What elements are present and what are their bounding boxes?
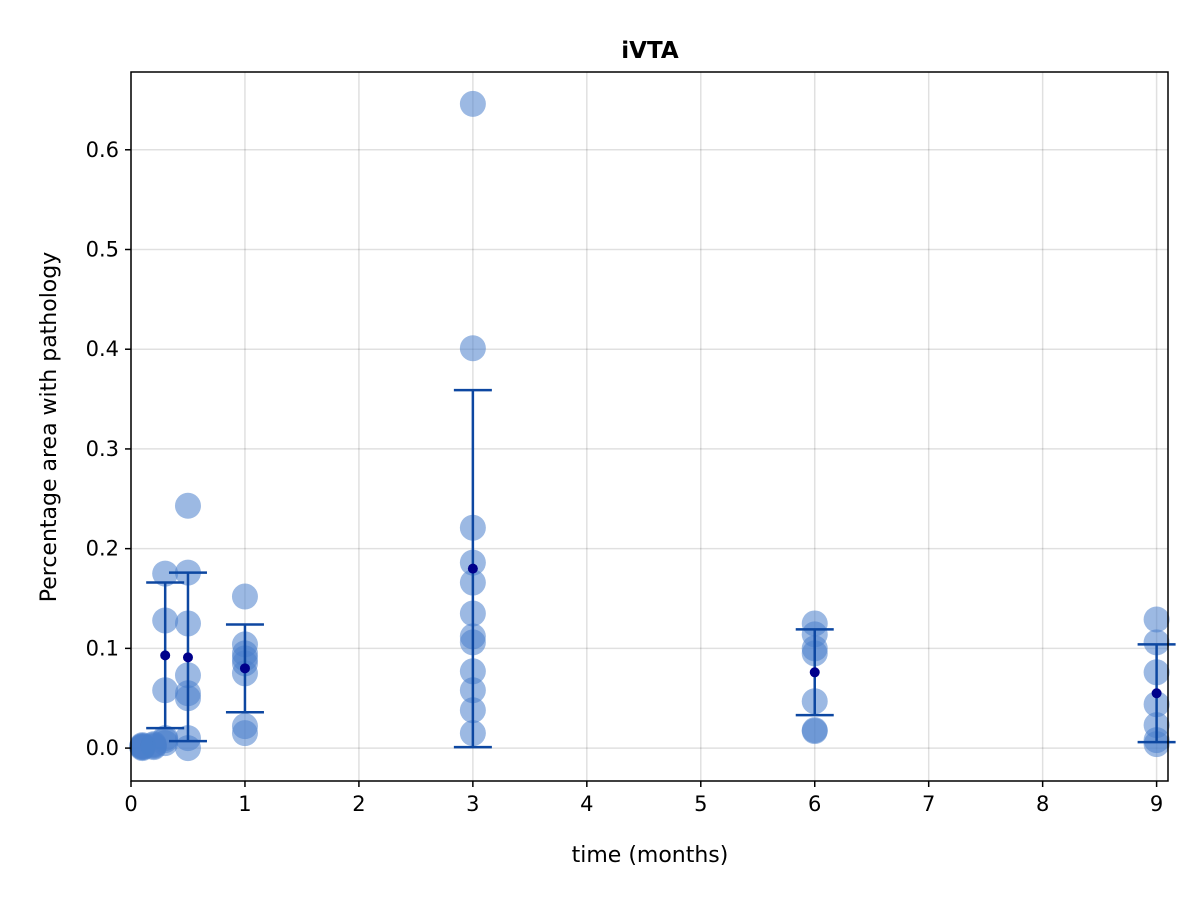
y-tick-label: 0.1: [86, 636, 119, 660]
x-tick-label: 5: [694, 792, 707, 816]
mean-point: [160, 650, 171, 661]
data-point: [459, 335, 486, 362]
data-point: [152, 560, 179, 587]
data-point: [1143, 731, 1170, 758]
x-tick-label: 0: [124, 792, 137, 816]
x-tick-label: 2: [352, 792, 365, 816]
x-tick-label: 4: [580, 792, 593, 816]
data-marks: [129, 90, 1176, 762]
mean-point: [1151, 688, 1162, 699]
x-tick-label: 1: [238, 792, 251, 816]
grid-lines: [130, 72, 1168, 781]
data-point: [1143, 606, 1170, 633]
data-point: [174, 492, 201, 519]
y-tick-label: 0.3: [86, 437, 119, 461]
y-tick-label: 0.0: [86, 736, 119, 760]
mean-point: [467, 563, 478, 574]
data-point: [152, 727, 179, 754]
y-tick-label: 0.2: [86, 537, 119, 561]
mean-point: [809, 667, 820, 678]
data-point: [459, 90, 486, 117]
data-point: [231, 583, 258, 610]
x-axis-label: time (months): [572, 843, 729, 868]
x-tick-label: 6: [808, 792, 821, 816]
y-axis-label: Percentage area with pathology: [37, 252, 62, 603]
y-tick-label: 0.5: [86, 237, 119, 261]
plot-frame: [130, 71, 1169, 782]
data-point: [801, 718, 828, 745]
x-tick-label: 7: [922, 792, 935, 816]
mean-point: [182, 652, 193, 663]
x-tick-label: 9: [1150, 792, 1163, 816]
data-point: [231, 720, 258, 747]
axis-ticks: 0 1 2 3 4 5 6 7 8 9 0.0 0.1 0.2 0.3 0.4 0.5 0.6: [86, 138, 1164, 816]
mean-point: [239, 663, 250, 674]
x-tick-label: 3: [466, 792, 479, 816]
x-tick-label: 8: [1036, 792, 1049, 816]
y-tick-label: 0.4: [86, 337, 119, 361]
chart-title: iVTA: [621, 38, 679, 64]
data-point: [1143, 629, 1170, 656]
y-tick-label: 0.6: [86, 138, 119, 162]
